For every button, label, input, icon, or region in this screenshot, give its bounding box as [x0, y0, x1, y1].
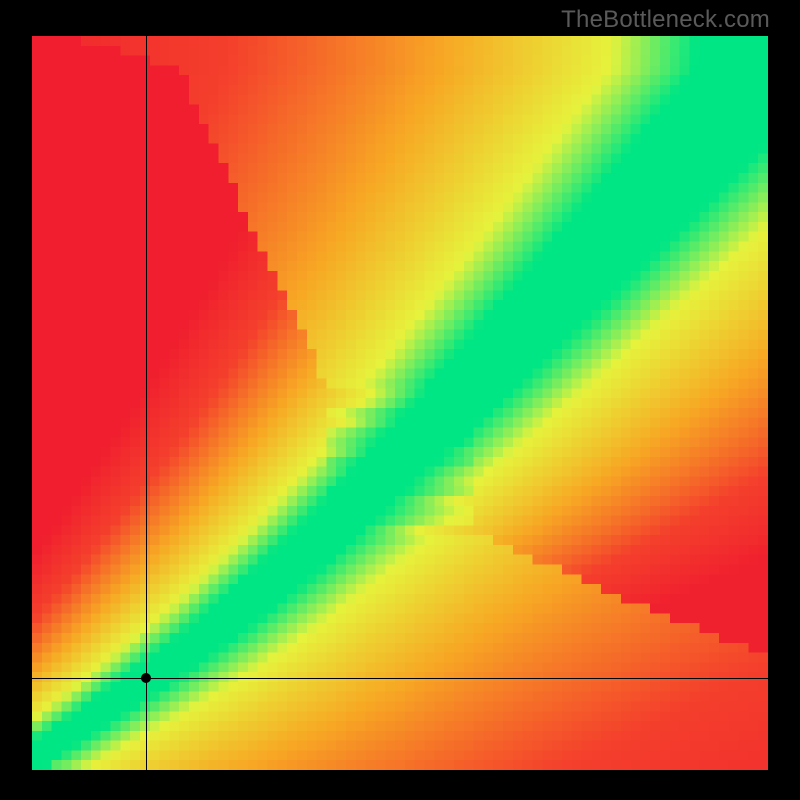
bottleneck-heatmap: [32, 36, 768, 770]
marker-dot: [141, 673, 151, 683]
frame-right: [768, 0, 800, 800]
watermark-text: TheBottleneck.com: [561, 6, 770, 34]
frame-bottom: [0, 770, 800, 800]
crosshair-vertical: [146, 36, 147, 770]
frame-left: [0, 0, 32, 800]
